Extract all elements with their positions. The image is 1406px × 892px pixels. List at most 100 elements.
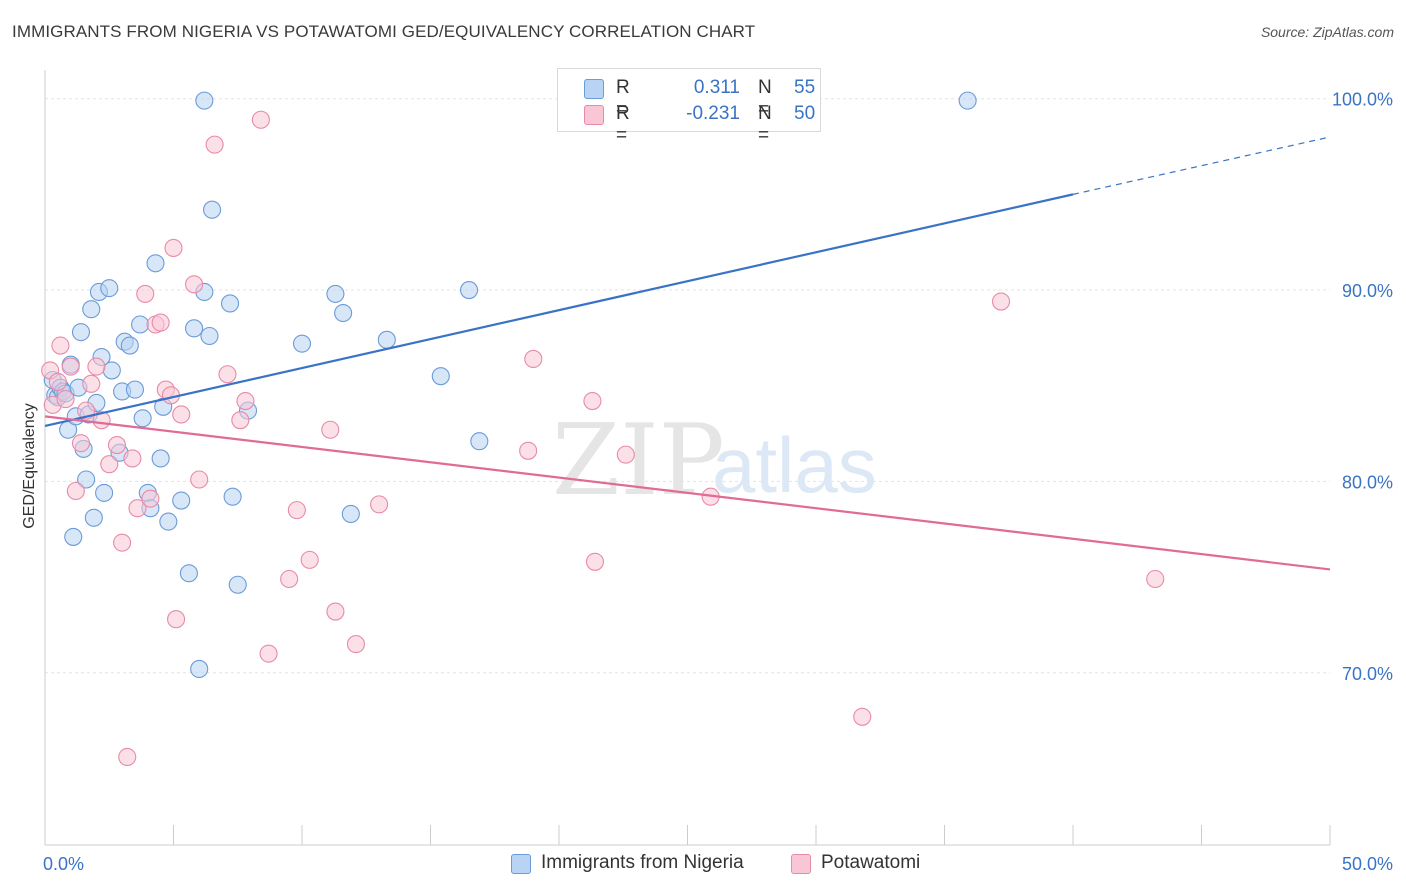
- potawatomi-point-48: [853, 707, 872, 726]
- potawatomi-point-50: [1146, 569, 1165, 589]
- nigeria-point-37: [179, 564, 198, 583]
- potawatomi-point-9: [82, 374, 101, 393]
- potawatomi-point-18: [136, 284, 155, 303]
- potawatomi-point-34: [259, 644, 278, 663]
- nigeria-point-50: [334, 303, 353, 323]
- potawatomi-point-16: [123, 449, 142, 468]
- nigeria-point-49: [326, 284, 345, 303]
- trend-lines: [44, 136, 1331, 571]
- potawatomi-legend-label: Potawatomi: [821, 852, 921, 873]
- potawatomi-point-15: [118, 747, 137, 767]
- nigeria-trend-extension: [1072, 136, 1331, 195]
- potawatomi-point-42: [519, 441, 538, 460]
- potawatomi-point-13: [107, 436, 127, 455]
- r-value: -0.231: [686, 103, 740, 124]
- nigeria-point-27: [125, 380, 144, 399]
- n-value: 50: [794, 103, 816, 124]
- nigeria-point-45: [223, 487, 242, 506]
- nigeria-point-33: [151, 449, 170, 468]
- potawatomi-point-24: [164, 238, 183, 258]
- potawatomi-point-32: [236, 391, 255, 411]
- nigeria-swatch: [584, 79, 604, 99]
- potawatomi-point-33: [251, 110, 270, 129]
- y-tick-label-3: 100.0%: [1332, 90, 1393, 110]
- r-label: R =: [616, 103, 630, 146]
- potawatomi-point-21: [151, 313, 170, 332]
- potawatomi-point-41: [370, 495, 389, 514]
- n-value: 55: [794, 77, 816, 98]
- nigeria-point-28: [131, 315, 150, 334]
- nigeria-point-32: [146, 254, 165, 273]
- nigeria-point-22: [102, 361, 121, 380]
- y-tick-label-1: 80.0%: [1342, 472, 1393, 492]
- n-label: N =: [758, 103, 772, 146]
- potawatomi-point-46: [616, 445, 635, 464]
- series-potawatomi-points: [41, 110, 1165, 767]
- x-tick-labels: 0.0% 50.0%: [43, 854, 1393, 874]
- potawatomi-point-35: [280, 569, 299, 589]
- potawatomi-point-10: [87, 357, 106, 376]
- potawatomi-point-29: [205, 135, 224, 154]
- potawatomi-point-12: [100, 455, 119, 474]
- potawatomi-point-28: [190, 470, 209, 489]
- potawatomi-point-25: [167, 610, 186, 629]
- potawatomi-point-14: [113, 533, 132, 552]
- potawatomi-point-17: [128, 499, 147, 518]
- potawatomi-trend-line: [44, 415, 1331, 571]
- nigeria-point-54: [459, 281, 479, 300]
- nigeria-point-35: [159, 512, 178, 531]
- potawatomi-point-30: [218, 365, 237, 384]
- watermark-atlas: atlas: [712, 421, 877, 509]
- nigeria-point-56: [958, 91, 977, 110]
- potawatomi-point-43: [524, 349, 543, 369]
- nigeria-point-15: [82, 300, 101, 319]
- potawatomi-point-6: [66, 481, 85, 501]
- nigeria-point-11: [71, 323, 91, 342]
- potawatomi-point-19: [141, 489, 160, 508]
- nigeria-point-16: [84, 508, 103, 527]
- nigeria-point-52: [377, 330, 396, 349]
- series-nigeria-points: [43, 91, 977, 679]
- nigeria-point-36: [172, 491, 191, 510]
- x-tick-label-1: 50.0%: [1342, 854, 1393, 874]
- potawatomi-point-31: [231, 411, 250, 430]
- nigeria-point-38: [185, 319, 204, 338]
- potawatomi-point-5: [61, 357, 80, 376]
- r-value: 0.311: [693, 77, 740, 98]
- potawatomi-point-37: [300, 550, 319, 569]
- x-tick-label-0: 0.0%: [43, 854, 84, 874]
- potawatomi-point-2: [48, 372, 67, 391]
- potawatomi-point-36: [287, 501, 306, 520]
- y-tick-label-0: 70.0%: [1342, 664, 1393, 684]
- nigeria-point-13: [77, 470, 96, 489]
- potawatomi-point-38: [321, 420, 340, 439]
- nigeria-point-29: [133, 409, 152, 428]
- nigeria-point-53: [431, 367, 450, 386]
- r-label: R =: [616, 77, 630, 120]
- watermark-zip: ZIP: [552, 404, 725, 518]
- potawatomi-swatch: [584, 105, 604, 125]
- nigeria-point-55: [470, 432, 489, 451]
- source-label: Source: ZipAtlas.com: [1260, 24, 1394, 40]
- nigeria-point-41: [200, 326, 219, 346]
- n-label: N =: [758, 77, 772, 120]
- potawatomi-point-27: [185, 275, 204, 294]
- potawatomi-point-39: [326, 602, 345, 621]
- potawatomi-point-7: [71, 434, 91, 453]
- potawatomi-point-40: [346, 635, 366, 654]
- y-tick-label-2: 90.0%: [1342, 281, 1393, 301]
- potawatomi-point-3: [51, 336, 70, 355]
- potawatomi-point-4: [56, 390, 75, 409]
- nigeria-point-42: [195, 91, 214, 110]
- potawatomi-legend-swatch: [791, 854, 811, 874]
- nigeria-point-48: [292, 334, 312, 353]
- nigeria-point-8: [64, 527, 83, 546]
- nigeria-point-39: [190, 659, 209, 679]
- potawatomi-point-44: [583, 391, 602, 411]
- nigeria-point-46: [228, 575, 247, 594]
- nigeria-point-20: [95, 483, 114, 502]
- nigeria-trend-line: [44, 193, 1074, 427]
- nigeria-point-26: [120, 336, 139, 355]
- potawatomi-point-45: [585, 552, 605, 571]
